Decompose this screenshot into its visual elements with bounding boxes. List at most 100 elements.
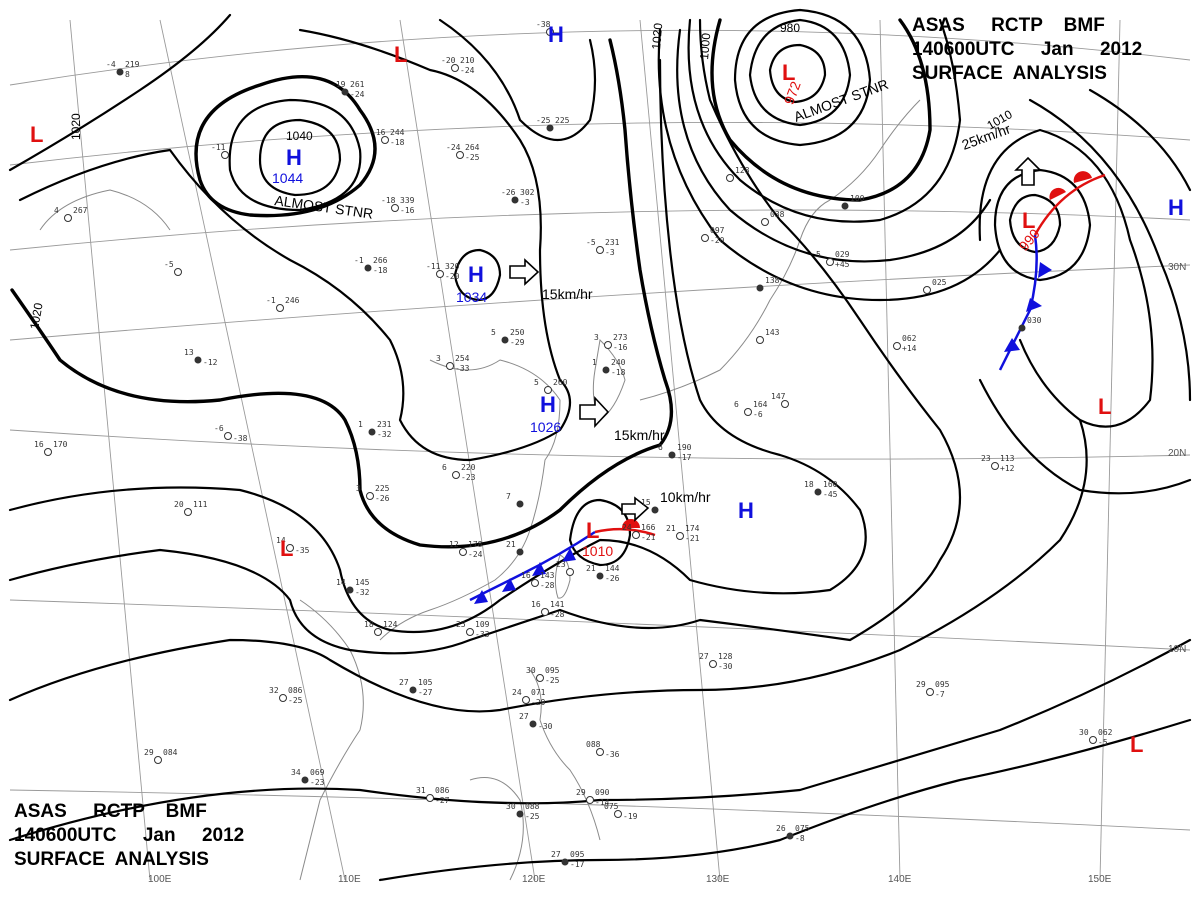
station-tendency: -18 xyxy=(373,266,388,275)
station-tendency: -20 xyxy=(710,236,725,245)
meridian-140e xyxy=(879,19,901,881)
station-temperature: 3 xyxy=(594,333,599,342)
low-center-symbol: L xyxy=(280,536,293,561)
station-plot: 3 225-26 xyxy=(356,484,390,503)
station-tendency: -18 xyxy=(611,368,626,377)
high-center-value: 1026 xyxy=(530,419,561,435)
station-plot: -26 302-3 xyxy=(501,188,535,207)
station-temperature: 4 xyxy=(54,206,59,215)
station-tendency: -24 xyxy=(468,550,483,559)
station-pressure: 086 xyxy=(288,686,303,695)
station-pressure: 190 xyxy=(677,443,692,452)
isobar-label: 1040 xyxy=(286,129,313,143)
station-plot: 097-20 xyxy=(701,226,725,245)
station-plot: 128 xyxy=(726,166,750,182)
station-pressure: 143 xyxy=(540,571,555,580)
station-tendency: -25 xyxy=(288,696,303,705)
station-plot: 27 105-27 xyxy=(399,678,433,697)
meridian-130e xyxy=(639,19,721,881)
warm-front-bump xyxy=(1049,187,1066,200)
station-marker xyxy=(614,810,622,818)
station-marker xyxy=(546,28,554,36)
station-plot: -20 210-24 xyxy=(441,56,475,75)
station-plot: 30 095-25 xyxy=(526,666,560,685)
station-plot: 6 220-23 xyxy=(442,463,476,482)
station-pressure: 069 xyxy=(310,768,325,777)
station-pressure: 084 xyxy=(163,748,178,757)
station-marker xyxy=(668,451,676,459)
station-tendency: -14 xyxy=(595,798,610,807)
low-center-symbol: L xyxy=(1098,394,1111,419)
station-plot: 27 -30 xyxy=(519,712,553,731)
high-center-symbol: H xyxy=(286,145,302,170)
station-marker xyxy=(602,366,610,374)
station-marker xyxy=(516,548,524,556)
station-temperature: 147 xyxy=(771,392,786,401)
station-plot: 34 069-23 xyxy=(291,768,325,787)
station-temperature: 29 xyxy=(144,748,154,757)
station-marker xyxy=(391,204,399,212)
station-plot: 3 254-33 xyxy=(436,354,470,373)
station-plot: 29 095-7 xyxy=(916,680,950,699)
station-plot: 21 144-26 xyxy=(586,564,620,583)
station-plot: 23 xyxy=(556,560,574,576)
station-plot: 30 088-25 xyxy=(506,802,540,821)
station-temperature: -25 xyxy=(536,116,551,125)
station-marker xyxy=(893,342,901,350)
station-marker xyxy=(44,448,52,456)
station-temperature: -4 xyxy=(106,60,116,69)
station-temperature: 21 xyxy=(586,564,596,573)
station-plot: 15 xyxy=(641,498,659,514)
station-tendency: -7 xyxy=(935,690,945,699)
station-temperature: 24 xyxy=(512,688,522,697)
isobar-990-inner xyxy=(1008,193,1062,254)
station-pressure: 267 xyxy=(73,206,88,215)
station-pressure: 160 xyxy=(823,480,838,489)
station-tendency: -26 xyxy=(605,574,620,583)
motion-arrows xyxy=(509,156,1042,522)
lon-label-130e: 130E xyxy=(706,874,730,885)
station-temperature: 1 xyxy=(358,420,363,429)
isobar-1004 xyxy=(8,638,1192,842)
station-plot: -11 320-20 xyxy=(426,262,460,281)
station-marker xyxy=(276,304,284,312)
station-pressure: 210 xyxy=(460,56,475,65)
station-marker xyxy=(541,608,549,616)
station-plot: 16 143-28 xyxy=(521,571,555,590)
station-marker xyxy=(366,492,374,500)
isobar-1020-main xyxy=(10,38,674,549)
station-tendency: -21 xyxy=(641,533,656,542)
parallel-30n xyxy=(9,264,1191,341)
station-tendency: -25 xyxy=(545,676,560,685)
fronts xyxy=(469,171,1106,604)
station-plot: 088 -36 xyxy=(586,740,620,759)
title-line-product: SURFACE ANALYSIS xyxy=(14,849,209,870)
station-temperature: -16 xyxy=(371,128,386,137)
isobar-1004-b xyxy=(378,718,1192,882)
station-tendency: -36 xyxy=(605,750,620,759)
station-tendency: +14 xyxy=(902,344,917,353)
station-tendency: -28 xyxy=(550,610,565,619)
station-marker xyxy=(301,776,309,784)
station-marker xyxy=(374,628,382,636)
grid-labels: 100E 110E 120E 130E 140E 150E 30N 20N 10… xyxy=(148,262,1186,885)
station-marker xyxy=(279,694,287,702)
warm-front-pacific xyxy=(1033,173,1106,236)
station-pressure: 240 xyxy=(611,358,626,367)
station-temperature: 29 xyxy=(916,680,926,689)
station-marker xyxy=(452,471,460,479)
station-marker xyxy=(224,432,232,440)
station-plot: 29 084 xyxy=(144,748,178,764)
isobars xyxy=(8,8,1192,882)
station-plot: -1 266-18 xyxy=(354,256,388,275)
station-temperature: 30 xyxy=(1079,728,1089,737)
station-marker xyxy=(726,174,734,182)
station-temperature: -20 xyxy=(441,56,456,65)
station-plot: 5 250-29 xyxy=(491,328,525,347)
station-marker xyxy=(174,268,182,276)
station-temperature: 075 xyxy=(604,802,619,811)
station-marker xyxy=(531,579,539,587)
station-temperature: -5 xyxy=(586,238,596,247)
station-marker xyxy=(566,568,574,576)
coast-taiwan xyxy=(554,554,571,599)
